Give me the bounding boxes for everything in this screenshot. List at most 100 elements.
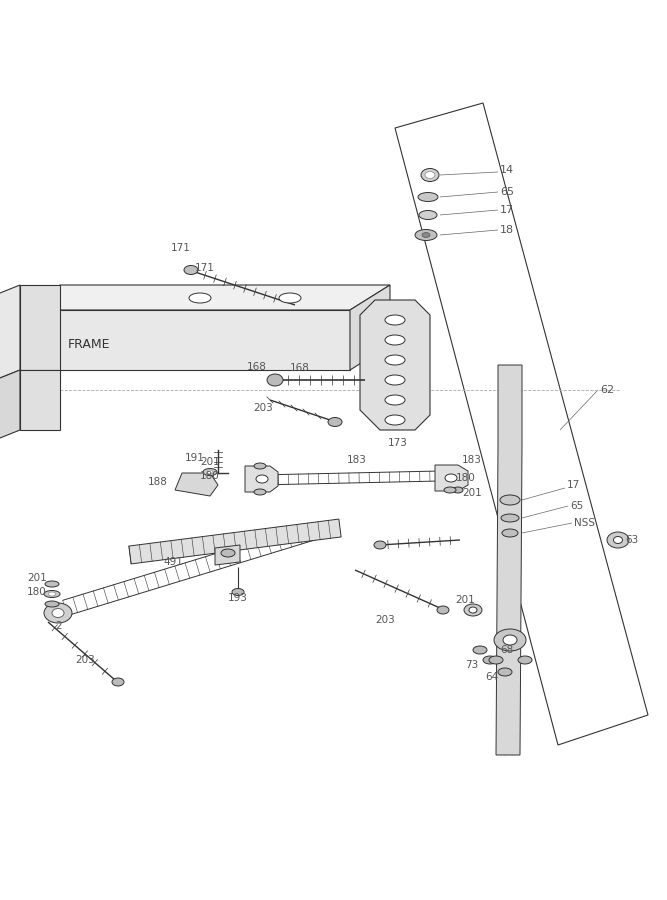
Text: 201: 201 bbox=[462, 488, 482, 498]
Ellipse shape bbox=[256, 475, 268, 483]
Ellipse shape bbox=[385, 415, 405, 425]
Ellipse shape bbox=[445, 474, 457, 482]
Text: 73: 73 bbox=[465, 660, 478, 670]
Text: 193: 193 bbox=[228, 593, 248, 603]
Text: 64: 64 bbox=[485, 672, 498, 682]
Ellipse shape bbox=[607, 532, 629, 548]
Polygon shape bbox=[360, 300, 430, 430]
Polygon shape bbox=[20, 285, 390, 310]
Ellipse shape bbox=[444, 487, 456, 493]
Ellipse shape bbox=[385, 335, 405, 345]
Text: 201: 201 bbox=[455, 595, 475, 605]
Ellipse shape bbox=[501, 514, 519, 522]
Text: 191: 191 bbox=[185, 453, 205, 463]
Text: 183: 183 bbox=[347, 455, 367, 465]
Text: 168: 168 bbox=[247, 362, 267, 372]
Text: 2: 2 bbox=[55, 621, 61, 631]
Ellipse shape bbox=[184, 266, 198, 274]
Polygon shape bbox=[20, 370, 60, 430]
Text: 491: 491 bbox=[163, 557, 183, 567]
Polygon shape bbox=[0, 285, 20, 380]
Text: 201: 201 bbox=[200, 457, 219, 467]
Ellipse shape bbox=[189, 293, 211, 303]
Text: 65: 65 bbox=[570, 501, 583, 511]
Ellipse shape bbox=[112, 678, 124, 686]
Polygon shape bbox=[395, 103, 648, 745]
Ellipse shape bbox=[498, 668, 512, 676]
Ellipse shape bbox=[254, 489, 266, 495]
Text: 14: 14 bbox=[500, 165, 514, 175]
Ellipse shape bbox=[614, 536, 622, 544]
Polygon shape bbox=[175, 473, 218, 496]
Ellipse shape bbox=[52, 608, 64, 617]
Text: 17: 17 bbox=[567, 480, 580, 490]
Ellipse shape bbox=[221, 549, 235, 557]
Ellipse shape bbox=[44, 590, 60, 598]
Ellipse shape bbox=[267, 374, 283, 386]
Ellipse shape bbox=[483, 656, 497, 664]
Polygon shape bbox=[350, 285, 390, 370]
Ellipse shape bbox=[374, 541, 386, 549]
Text: 180: 180 bbox=[456, 473, 476, 483]
Ellipse shape bbox=[518, 656, 532, 664]
Text: 203: 203 bbox=[75, 655, 95, 665]
Text: 68: 68 bbox=[500, 645, 513, 655]
Text: 180: 180 bbox=[27, 587, 47, 597]
Text: 203: 203 bbox=[375, 615, 395, 625]
Text: 203: 203 bbox=[253, 403, 273, 413]
Text: 168: 168 bbox=[290, 363, 310, 373]
Polygon shape bbox=[20, 310, 350, 370]
Ellipse shape bbox=[45, 601, 59, 607]
Ellipse shape bbox=[503, 635, 517, 645]
Text: 173: 173 bbox=[388, 438, 408, 448]
Text: FRAME: FRAME bbox=[68, 338, 111, 352]
Ellipse shape bbox=[385, 355, 405, 365]
Polygon shape bbox=[435, 465, 468, 491]
Text: 62: 62 bbox=[600, 385, 614, 395]
Ellipse shape bbox=[453, 487, 463, 493]
Ellipse shape bbox=[421, 168, 439, 182]
Ellipse shape bbox=[232, 589, 244, 596]
Text: 63: 63 bbox=[625, 535, 638, 545]
Polygon shape bbox=[20, 285, 60, 370]
Ellipse shape bbox=[489, 656, 503, 664]
Ellipse shape bbox=[422, 232, 430, 238]
Ellipse shape bbox=[44, 603, 72, 623]
Ellipse shape bbox=[385, 315, 405, 325]
Ellipse shape bbox=[385, 395, 405, 405]
Ellipse shape bbox=[425, 172, 435, 178]
Text: 17: 17 bbox=[500, 205, 514, 215]
Ellipse shape bbox=[203, 469, 217, 475]
Ellipse shape bbox=[473, 646, 487, 654]
Ellipse shape bbox=[415, 230, 437, 240]
Text: 188: 188 bbox=[148, 477, 168, 487]
Ellipse shape bbox=[464, 604, 482, 616]
Polygon shape bbox=[215, 545, 240, 565]
Ellipse shape bbox=[207, 470, 213, 474]
Text: 180: 180 bbox=[200, 471, 219, 481]
Ellipse shape bbox=[328, 418, 342, 427]
Text: 201: 201 bbox=[27, 573, 47, 583]
Ellipse shape bbox=[419, 211, 437, 220]
Text: 171: 171 bbox=[195, 263, 215, 273]
Polygon shape bbox=[496, 365, 522, 755]
Text: 183: 183 bbox=[462, 455, 482, 465]
Ellipse shape bbox=[469, 607, 477, 613]
Ellipse shape bbox=[254, 463, 266, 469]
Ellipse shape bbox=[49, 592, 55, 596]
Text: 18: 18 bbox=[500, 225, 514, 235]
Ellipse shape bbox=[437, 606, 449, 614]
Text: 171: 171 bbox=[171, 243, 191, 253]
Ellipse shape bbox=[500, 495, 520, 505]
Polygon shape bbox=[245, 466, 278, 492]
Polygon shape bbox=[129, 519, 341, 564]
Ellipse shape bbox=[494, 629, 526, 651]
Ellipse shape bbox=[502, 529, 518, 537]
Ellipse shape bbox=[418, 193, 438, 202]
Polygon shape bbox=[0, 370, 20, 440]
Text: 65: 65 bbox=[500, 187, 514, 197]
Ellipse shape bbox=[45, 581, 59, 587]
Ellipse shape bbox=[279, 293, 301, 303]
Ellipse shape bbox=[385, 375, 405, 385]
Text: NSS: NSS bbox=[574, 518, 595, 528]
